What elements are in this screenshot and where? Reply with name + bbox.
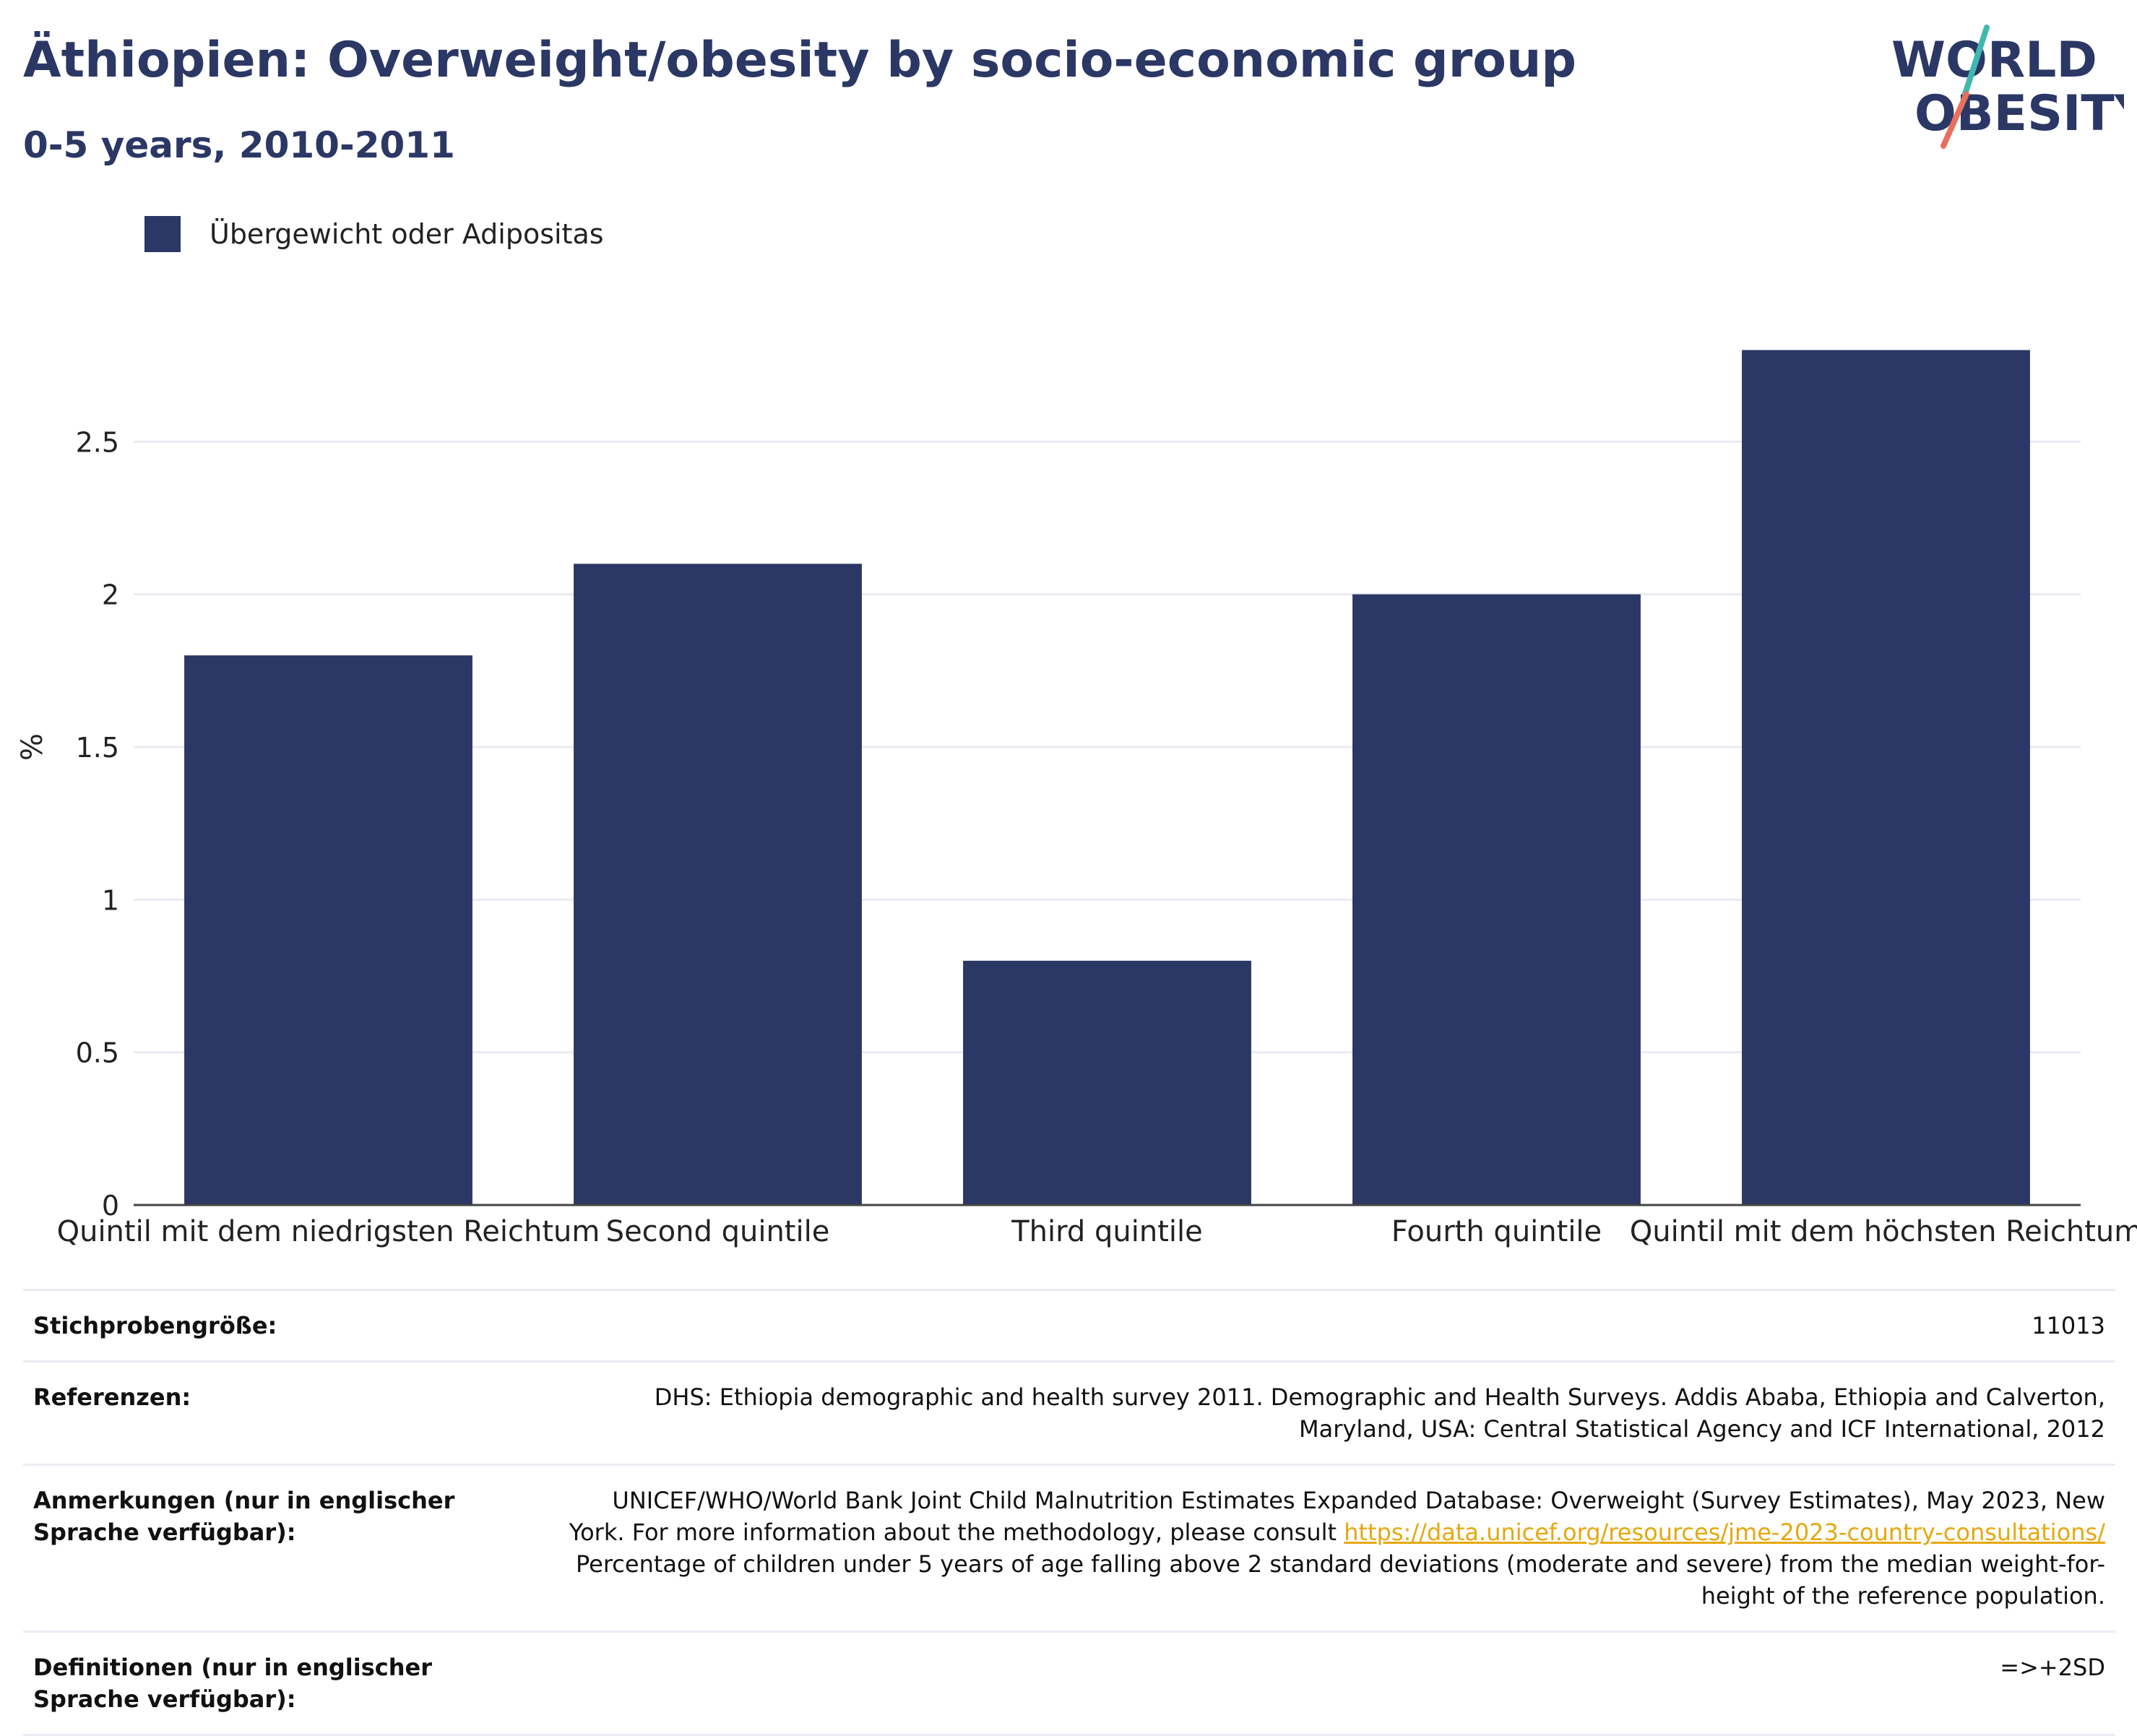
y-tick-label: 1 [102,884,119,916]
x-tick-label: Second quintile [606,1215,830,1248]
y-tick-label: 1.5 [76,732,119,764]
x-tick-label: Quintil mit dem niedrigsten Reichtum [57,1215,600,1248]
notes-label: Anmerkungen (nur in englischer Sprache v… [23,1464,549,1632]
info-table: Stichprobengröße: 11013 Referenzen: DHS:… [23,1289,2115,1736]
y-axis-label: % [16,733,49,761]
logo-slash-coral [1940,91,1969,149]
definitions-label: Definitionen (nur in englischer Sprache … [23,1631,549,1736]
references-value: DHS: Ethiopia demographic and health sur… [549,1360,2115,1465]
bar[interactable] [1352,594,1641,1205]
legend[interactable]: Übergewicht oder Adipositas [144,214,604,254]
legend-label: Übergewicht oder Adipositas [210,218,604,250]
bar[interactable] [963,960,1251,1205]
notes-text-2: Percentage of children under 5 years of … [576,1550,2105,1610]
references-label: Referenzen: [23,1360,549,1465]
logo-line1: WORLD [1891,32,2097,89]
chart-subtitle: 0-5 years, 2010-2011 [23,124,455,166]
y-tick-label: 0.5 [76,1037,119,1069]
x-tick-label: Quintil mit dem höchsten Reichtum [1630,1215,2137,1248]
y-tick-label: 0 [102,1190,119,1222]
bar-chart: 0 0.5 1 1.5 2 2.5 Quintil mit dem niedrigsten… [16,350,2137,1248]
definitions-value: =>+2SD [549,1631,2115,1736]
y-tick-labels: 0 0.5 1 1.5 2 2.5 [76,426,119,1222]
bar[interactable] [574,563,862,1205]
x-tick-label: Third quintile [1011,1215,1202,1248]
y-tick-label: 2 [102,579,119,611]
y-tick-label: 2.5 [76,426,119,458]
x-tick-labels: Quintil mit dem niedrigsten Reichtum Seco… [57,1215,2137,1248]
chart-title: Äthiopien: Overweight/obesity by socio-e… [23,32,1577,89]
bar[interactable] [1742,350,2030,1205]
bar[interactable] [184,655,472,1205]
logo-slash-teal [1962,25,1990,97]
notes-text-1: UNICEF/WHO/World Bank Joint Child Malnut… [569,1487,2105,1546]
info-row-sample: Stichprobengröße: 11013 [23,1289,2115,1362]
notes-link[interactable]: https://data.unicef.org/resources/jme-20… [1344,1519,2105,1546]
world-obesity-logo: WORLD OBESITY [1891,25,2124,149]
info-row-notes: Anmerkungen (nur in englischer Sprache v… [23,1464,2115,1632]
notes-value: UNICEF/WHO/World Bank Joint Child Malnut… [549,1464,2115,1632]
bars [184,350,2030,1205]
info-row-references: Referenzen: DHS: Ethiopia demographic an… [23,1360,2115,1465]
x-tick-label: Fourth quintile [1391,1215,1602,1248]
legend-swatch [144,216,181,252]
sample-size-value: 11013 [549,1289,2115,1362]
sample-size-label: Stichprobengröße: [23,1289,549,1362]
info-row-definitions: Definitionen (nur in englischer Sprache … [23,1631,2115,1736]
